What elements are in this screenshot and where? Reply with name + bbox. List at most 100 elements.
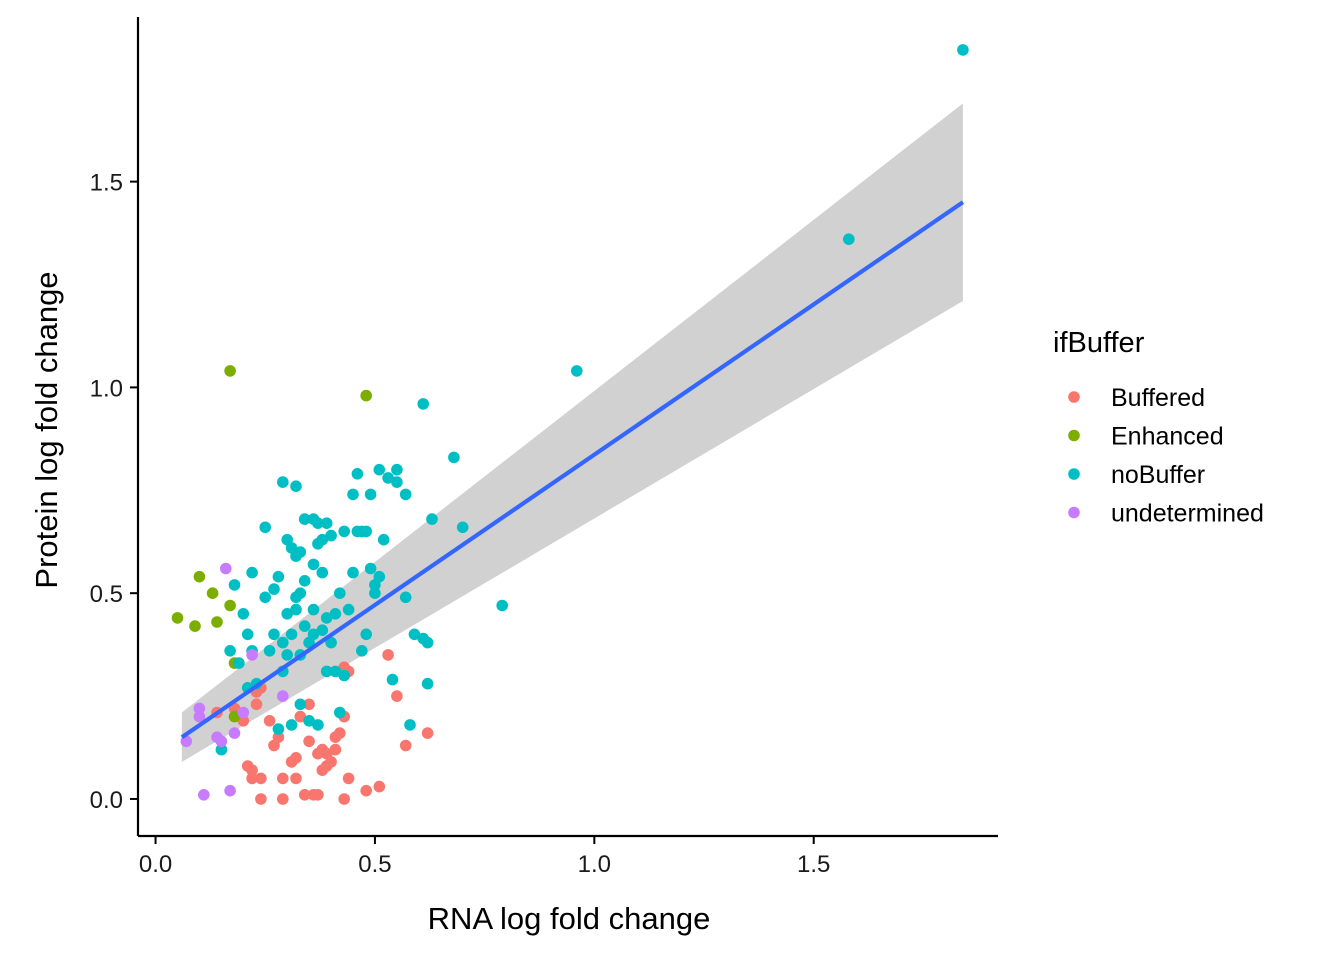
legend-swatch <box>1068 391 1080 403</box>
legend-label: Enhanced <box>1111 423 1224 451</box>
data-point-buffered <box>294 710 307 723</box>
data-point-nobuffer <box>373 463 386 476</box>
data-point-nobuffer <box>294 587 307 599</box>
data-point-nobuffer <box>334 706 346 719</box>
data-point-nobuffer <box>421 636 434 649</box>
data-point-nobuffer <box>224 645 236 657</box>
legend-item-enhanced: Enhanced <box>1068 423 1224 451</box>
data-point-nobuffer <box>448 451 460 464</box>
data-point-undetermined <box>220 562 232 575</box>
series-undetermined <box>180 562 289 801</box>
legend: ifBuffer Buffered Enhanced noBuffer undeter… <box>1053 327 1264 528</box>
series-nobuffer <box>215 44 969 756</box>
data-point-buffered <box>373 780 386 793</box>
data-point-nobuffer <box>426 513 438 525</box>
data-point-nobuffer <box>843 233 855 245</box>
data-point-nobuffer <box>373 570 386 583</box>
confidence-band <box>181 103 963 762</box>
data-point-nobuffer <box>272 723 285 735</box>
data-point-buffered <box>303 698 315 711</box>
data-point-nobuffer <box>281 649 294 661</box>
data-point-nobuffer <box>268 628 280 641</box>
data-point-buffered <box>277 772 289 785</box>
x-tick-label: 1.0 <box>578 851 611 878</box>
data-point-undetermined <box>228 727 241 739</box>
data-point-nobuffer <box>307 628 320 641</box>
legend-item-nobuffer: noBuffer <box>1068 461 1205 489</box>
y-tick-label: 0.0 <box>90 787 123 814</box>
data-point-enhanced <box>360 389 373 402</box>
legend-swatch <box>1068 429 1080 442</box>
data-point-nobuffer <box>957 44 969 56</box>
data-point-nobuffer <box>241 628 254 641</box>
data-point-nobuffer <box>334 587 346 599</box>
data-point-undetermined <box>246 649 258 661</box>
data-point-nobuffer <box>391 476 403 488</box>
data-point-nobuffer <box>215 743 228 756</box>
data-point-undetermined <box>224 784 236 797</box>
data-point-enhanced <box>206 587 219 599</box>
data-point-undetermined <box>215 735 228 748</box>
legend-swatch <box>1068 506 1080 519</box>
data-point-nobuffer <box>259 521 272 534</box>
y-tick-label: 1.0 <box>90 375 123 402</box>
data-point-buffered <box>237 715 250 727</box>
series-buffered <box>211 649 434 805</box>
data-point-nobuffer <box>303 715 315 727</box>
axes: 0.0 0.5 1.0 1.5 0.0 0.5 1.0 1.5 <box>90 17 998 878</box>
data-point-buffered <box>338 661 351 674</box>
data-point-nobuffer <box>364 562 377 575</box>
data-point-undetermined <box>198 789 210 801</box>
data-point-buffered <box>263 715 276 727</box>
legend-title: ifBuffer <box>1053 327 1145 359</box>
data-point-nobuffer <box>277 476 289 488</box>
data-point-undetermined <box>193 710 206 723</box>
x-tick-label: 1.5 <box>797 851 830 878</box>
data-point-buffered <box>334 727 346 739</box>
data-point-nobuffer <box>298 620 311 632</box>
data-point-buffered <box>290 752 302 764</box>
data-point-nobuffer <box>456 521 469 534</box>
data-point-nobuffer <box>307 558 320 571</box>
data-point-nobuffer <box>320 612 333 624</box>
data-point-buffered <box>325 756 337 768</box>
data-point-nobuffer <box>421 677 434 690</box>
data-point-nobuffer <box>329 665 342 678</box>
data-point-nobuffer <box>263 645 276 657</box>
data-point-buffered <box>277 793 289 805</box>
legend-label: noBuffer <box>1111 461 1205 489</box>
data-point-buffered <box>342 772 355 785</box>
data-point-nobuffer <box>307 603 320 616</box>
data-point-nobuffer <box>294 698 307 711</box>
data-point-undetermined <box>277 690 289 702</box>
data-point-buffered <box>382 649 394 661</box>
data-point-enhanced <box>224 365 236 377</box>
data-point-nobuffer <box>329 608 342 620</box>
data-point-nobuffer <box>290 480 302 493</box>
data-points-layer <box>171 44 969 805</box>
x-tick-label: 0.5 <box>358 851 391 878</box>
data-point-nobuffer <box>377 533 390 546</box>
data-point-nobuffer <box>404 719 416 731</box>
data-point-nobuffer <box>408 628 421 641</box>
data-point-nobuffer <box>312 719 324 731</box>
data-point-nobuffer <box>312 517 324 529</box>
data-point-nobuffer <box>338 669 351 682</box>
data-point-nobuffer <box>246 566 258 579</box>
data-point-buffered <box>272 731 285 743</box>
data-point-nobuffer <box>356 645 368 657</box>
data-point-buffered <box>298 789 311 801</box>
data-point-buffered <box>329 743 342 756</box>
data-point-buffered <box>250 698 263 711</box>
data-point-buffered <box>290 772 302 785</box>
data-point-nobuffer <box>268 583 280 595</box>
data-point-nobuffer <box>272 570 285 583</box>
data-point-nobuffer <box>347 566 359 579</box>
data-point-buffered <box>303 735 315 748</box>
data-point-nobuffer <box>320 517 333 529</box>
data-point-buffered <box>421 727 434 739</box>
data-point-nobuffer <box>364 488 377 501</box>
data-point-nobuffer <box>294 546 307 558</box>
x-tick-label: 0.0 <box>139 851 172 878</box>
